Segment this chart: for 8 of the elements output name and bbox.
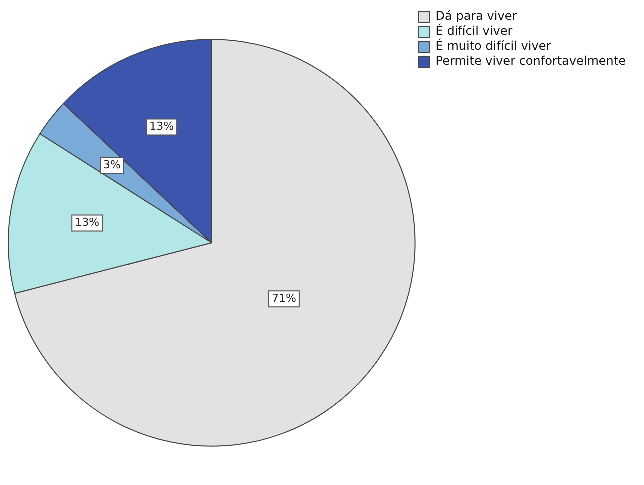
data-label: 3% xyxy=(104,158,121,172)
data-label: 13% xyxy=(150,120,174,134)
legend-label: Permite viver confortavelmente xyxy=(436,54,626,68)
legend-label: É muito difícil viver xyxy=(436,38,552,54)
legend-label: Dá para viver xyxy=(436,9,518,24)
legend-label: É difícil viver xyxy=(436,23,513,38)
data-label: 71% xyxy=(272,292,296,305)
data-label: 13% xyxy=(75,216,100,230)
